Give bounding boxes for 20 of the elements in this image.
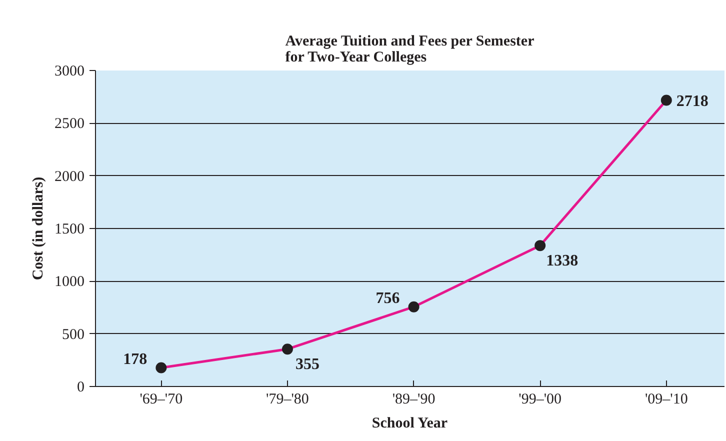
data-label: 2718 <box>676 93 708 110</box>
y-tick-label: 2500 <box>54 116 84 132</box>
y-tick-label: 3000 <box>54 64 84 80</box>
data-label: 178 <box>123 350 148 368</box>
data-label: 355 <box>295 356 320 374</box>
y-tick-label: 1000 <box>54 274 84 290</box>
x-tick-label: '99–'00 <box>518 392 562 408</box>
x-tick-label: '79–'80 <box>266 392 309 408</box>
x-tick-label: '89–'90 <box>392 392 436 408</box>
x-axis-title: School Year <box>372 416 448 432</box>
y-tick-label: 500 <box>62 326 84 343</box>
y-tick-label: 2000 <box>54 168 84 185</box>
y-axis-title: Cost (in dollars) <box>30 176 46 280</box>
data-label: 1338 <box>546 252 578 270</box>
x-tick-label: '69–'70 <box>140 392 183 408</box>
y-tick-label: 0 <box>77 380 84 396</box>
x-tick-label: '09–'10 <box>644 392 688 408</box>
chart-title: Average Tuition and Fees per Semester for Two-Year Colleges <box>285 34 535 66</box>
y-tick-label: 1500 <box>54 222 84 238</box>
data-label: 756 <box>376 290 400 307</box>
